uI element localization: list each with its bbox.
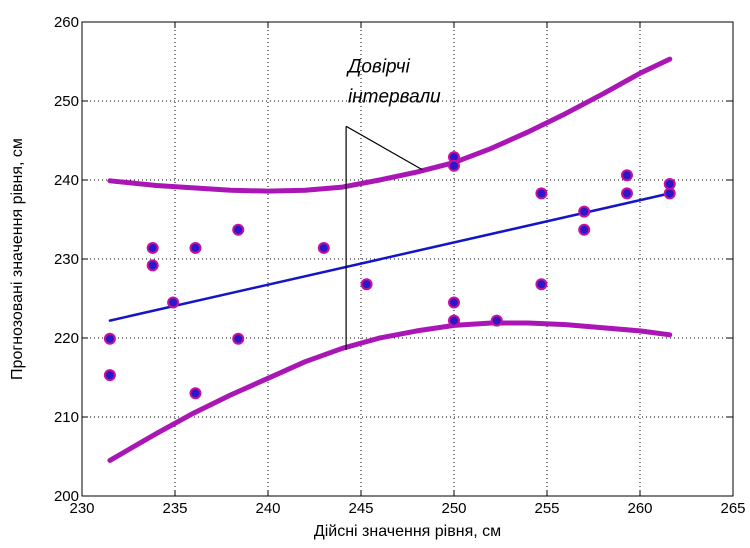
x-tick-label: 265 <box>720 500 745 517</box>
data-point <box>448 159 460 172</box>
ticks: 230 235 240 245 250 255 260 265 200 210 220 230 240 2… <box>54 14 746 517</box>
data-point <box>146 241 159 254</box>
y-axis-label: Прогнозовані значення рівня, см <box>9 138 26 380</box>
data-point <box>360 278 373 291</box>
data-point <box>535 187 548 200</box>
series <box>103 56 676 463</box>
regression-line <box>108 192 672 322</box>
x-tick-label: 235 <box>162 500 187 517</box>
y-tick-label: 240 <box>54 172 79 189</box>
y-tick-label: 250 <box>54 93 79 110</box>
data-point <box>578 223 591 236</box>
y-tick-label: 230 <box>54 251 79 268</box>
data-point <box>448 314 460 327</box>
x-tick-label: 230 <box>69 500 94 517</box>
data-point <box>167 296 180 309</box>
data-point <box>620 169 633 182</box>
annotation-text: Довірчі <box>346 57 411 78</box>
data-point <box>317 241 330 254</box>
data-point <box>490 314 503 327</box>
data-point <box>189 241 202 254</box>
data-point <box>663 177 676 190</box>
data-point <box>232 332 245 345</box>
annotation-leader-diagonal <box>345 125 423 171</box>
data-point <box>448 296 460 309</box>
x-tick-label: 245 <box>348 500 373 517</box>
upper-confidence-interval <box>107 56 673 194</box>
x-tick-label: 255 <box>534 500 559 517</box>
data-point <box>578 205 591 218</box>
x-tick-label: 250 <box>441 500 466 517</box>
annotation-text: інтервали <box>348 87 441 108</box>
data-point <box>103 369 116 382</box>
x-tick-label: 260 <box>627 500 652 517</box>
y-tick-label: 260 <box>54 14 79 31</box>
data-point <box>232 223 245 236</box>
x-tick-label: 240 <box>255 500 280 517</box>
data-point <box>189 387 202 400</box>
annotation: Довірчі інтервали <box>345 57 441 350</box>
y-tick-label: 210 <box>54 409 79 426</box>
x-axis-label: Дійсні значення рівня, см <box>314 523 501 540</box>
data-point <box>103 332 116 345</box>
data-point <box>535 278 548 291</box>
lower-confidence-interval <box>107 320 673 463</box>
y-tick-label: 200 <box>54 488 79 505</box>
data-point <box>620 187 633 200</box>
y-tick-label: 220 <box>54 330 79 347</box>
data-point <box>146 259 159 272</box>
